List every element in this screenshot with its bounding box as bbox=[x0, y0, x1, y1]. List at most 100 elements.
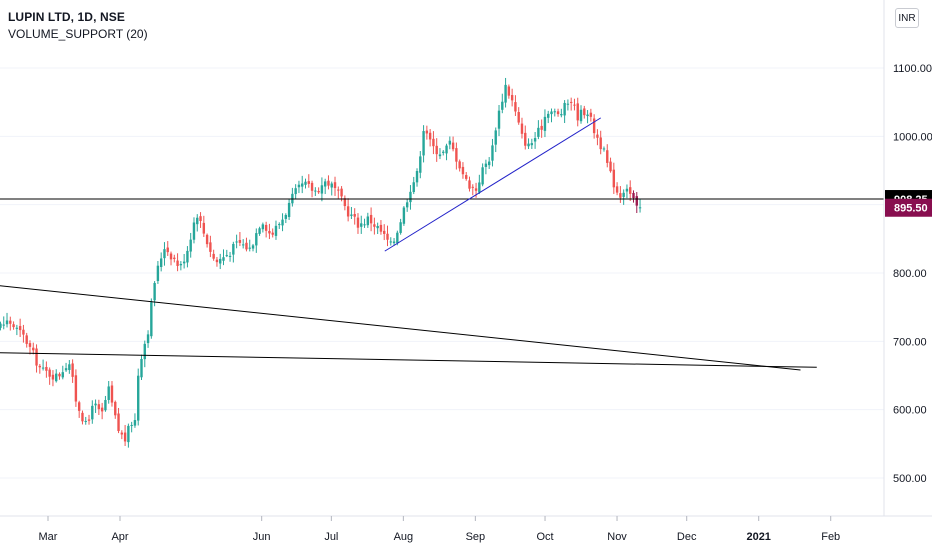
candle-body bbox=[100, 407, 104, 412]
price-axis[interactable]: 500.00600.00700.00800.00900.001000.00110… bbox=[893, 63, 932, 485]
price-tag-label: 895.50 bbox=[894, 203, 928, 215]
candles bbox=[0, 77, 642, 448]
candle-body bbox=[383, 230, 386, 234]
time-tick-label: Sep bbox=[466, 531, 486, 543]
candle-body bbox=[9, 320, 12, 324]
candle-body bbox=[222, 257, 225, 261]
candle-body bbox=[166, 247, 169, 253]
candle-body bbox=[117, 413, 120, 432]
candle-body bbox=[494, 130, 497, 145]
candle-body bbox=[192, 222, 196, 240]
candle-body bbox=[156, 265, 160, 282]
candle-body bbox=[602, 148, 606, 150]
candle-body bbox=[350, 214, 353, 216]
candle-body bbox=[360, 223, 363, 227]
candle-body bbox=[274, 225, 278, 236]
candle-body bbox=[248, 247, 251, 249]
candle-body bbox=[215, 259, 219, 263]
candle-body bbox=[517, 112, 520, 123]
candle-body bbox=[146, 334, 150, 344]
time-tick-label: Dec bbox=[677, 531, 697, 543]
candle-body bbox=[209, 242, 212, 252]
time-tick-label: Apr bbox=[111, 531, 128, 543]
candle-body bbox=[317, 190, 320, 193]
candle-body bbox=[638, 207, 642, 209]
candle-body bbox=[179, 263, 183, 266]
candle-body bbox=[212, 253, 215, 259]
candle-body bbox=[137, 375, 140, 421]
candle-body bbox=[625, 188, 629, 192]
candle-body bbox=[232, 243, 235, 255]
candle-body bbox=[169, 253, 173, 260]
candle-body bbox=[547, 113, 550, 118]
candle-body bbox=[176, 260, 179, 266]
candle-body bbox=[245, 242, 248, 250]
symbol-title[interactable]: LUPIN LTD, 1D, NSE bbox=[8, 10, 125, 24]
candle-body bbox=[343, 198, 347, 207]
candle-body bbox=[392, 241, 396, 244]
candle-body bbox=[38, 365, 42, 368]
candle-body bbox=[330, 183, 333, 188]
candle-body bbox=[455, 148, 458, 162]
candle-body bbox=[225, 255, 228, 257]
candle-body bbox=[150, 302, 153, 337]
candle-body bbox=[251, 245, 255, 249]
candle-body bbox=[609, 161, 612, 172]
candle-body bbox=[599, 137, 602, 150]
candle-body bbox=[619, 193, 622, 198]
price-tick-label: 700.00 bbox=[893, 336, 927, 348]
candle-body bbox=[442, 151, 445, 153]
candle-body bbox=[445, 145, 448, 154]
candle-body bbox=[189, 239, 192, 252]
candle-body bbox=[133, 420, 137, 426]
candle-body bbox=[376, 226, 379, 229]
candle-body bbox=[566, 103, 570, 105]
candle-body bbox=[592, 118, 596, 134]
price-tag-bg bbox=[885, 198, 932, 217]
candle-body bbox=[94, 403, 97, 406]
candle-body bbox=[491, 145, 494, 161]
price-tick-label: 800.00 bbox=[893, 268, 927, 280]
candle-body bbox=[615, 186, 619, 193]
candle-body bbox=[114, 401, 117, 416]
candle-body bbox=[346, 206, 350, 217]
time-axis[interactable]: Mar Apr Jun Jul Aug Sep Oct Nov Dec 2021 Feb bbox=[39, 516, 841, 543]
candle-body bbox=[606, 150, 609, 163]
candle-body bbox=[471, 186, 474, 188]
candle-body bbox=[409, 191, 412, 203]
time-tick-label: Aug bbox=[394, 531, 414, 543]
candle-body bbox=[297, 184, 301, 188]
candle-body bbox=[438, 154, 442, 157]
candle-body bbox=[556, 111, 560, 115]
indicator-label[interactable]: VOLUME_SUPPORT (20) bbox=[8, 27, 148, 41]
grid bbox=[0, 67, 884, 479]
candle-body bbox=[314, 190, 317, 192]
candle-body bbox=[104, 399, 107, 411]
candle-body bbox=[110, 385, 114, 403]
candle-body bbox=[310, 182, 314, 191]
candle-body bbox=[448, 140, 452, 145]
time-tick-label: 2021 bbox=[746, 531, 770, 543]
currency-button[interactable]: INR bbox=[895, 8, 919, 28]
candle-body bbox=[583, 108, 586, 116]
candle-body bbox=[579, 109, 583, 122]
candle-body bbox=[255, 233, 258, 246]
time-tick-label: Nov bbox=[607, 531, 627, 543]
candle-body bbox=[97, 404, 101, 410]
candle-body bbox=[553, 111, 556, 113]
candle-body bbox=[18, 326, 22, 331]
candle-body bbox=[474, 188, 478, 191]
time-tick-label: Feb bbox=[821, 531, 840, 543]
candle-body bbox=[533, 138, 537, 142]
candle-body bbox=[412, 182, 415, 193]
candle-body bbox=[451, 142, 455, 150]
candle-body bbox=[573, 104, 576, 106]
candle-body bbox=[428, 132, 432, 140]
time-tick-label: Oct bbox=[536, 531, 553, 543]
candle-body bbox=[632, 192, 635, 199]
candle-body bbox=[622, 192, 625, 197]
candle-body bbox=[261, 224, 265, 230]
candle-body bbox=[271, 232, 274, 235]
drawn-lines bbox=[0, 117, 884, 371]
